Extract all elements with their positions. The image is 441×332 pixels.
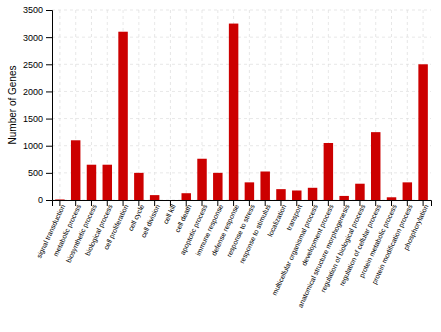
y-axis: 0 500 1000 1500 2000 2500 3000 3500 — [23, 5, 53, 205]
tick-mark — [46, 146, 52, 147]
bar — [213, 173, 222, 200]
tick-mark — [46, 64, 52, 65]
bar — [418, 64, 427, 200]
tick: apoptotic process — [179, 200, 210, 256]
tick: 3500 — [23, 5, 52, 15]
chart: 0 500 1000 1500 2000 2500 3000 3500 signal trans… — [0, 0, 441, 332]
tick-label: 3000 — [23, 33, 43, 43]
grid-line — [154, 10, 155, 200]
grid-line — [52, 91, 431, 92]
tick-label: 3500 — [23, 5, 43, 15]
grid-line — [52, 37, 431, 38]
bar — [118, 32, 127, 200]
tick: 1500 — [23, 114, 52, 124]
tick: 1000 — [23, 141, 52, 151]
bar — [245, 182, 254, 200]
grid-line — [170, 10, 171, 200]
tick-label: 500 — [28, 168, 43, 178]
grid-line — [186, 10, 187, 200]
tick-label: 2500 — [23, 60, 43, 70]
tick: defense response — [210, 200, 241, 257]
grid-line — [217, 10, 218, 200]
grid-line — [296, 10, 297, 200]
grid-line — [52, 10, 431, 11]
tick: 3000 — [23, 33, 52, 43]
grid-line — [59, 10, 60, 200]
grid-line — [407, 10, 408, 200]
tick-label: cell division — [140, 203, 162, 238]
grid-line — [312, 10, 313, 200]
tick-mark — [46, 119, 52, 120]
plot: 0 500 1000 1500 2000 2500 3000 3500 signal trans… — [23, 5, 432, 309]
grid-line — [280, 10, 281, 200]
bar — [166, 200, 175, 201]
grid — [52, 10, 431, 200]
bar — [324, 143, 333, 200]
bar — [403, 182, 412, 200]
tick: cell proliferation — [102, 200, 130, 251]
tick: 500 — [28, 168, 52, 178]
tick-label: cell kill — [162, 203, 177, 225]
bar — [260, 172, 269, 201]
tick: cell kill — [162, 200, 177, 225]
tick: 0 — [38, 195, 52, 205]
tick-label: cell proliferation — [102, 203, 130, 251]
bar — [181, 193, 190, 200]
tick-label: 1500 — [23, 114, 43, 124]
tick-mark — [46, 10, 52, 11]
tick-mark — [46, 200, 52, 201]
tick: biological process — [84, 200, 115, 257]
bar — [103, 165, 112, 200]
tick-mark — [46, 37, 52, 38]
bar — [276, 189, 285, 200]
bar — [355, 184, 364, 200]
grid-line — [391, 10, 392, 200]
grid-line — [249, 10, 250, 200]
bar — [134, 173, 143, 200]
bar — [292, 191, 301, 201]
tick-label: 0 — [38, 195, 43, 205]
bar — [197, 159, 206, 200]
tick-label: phosphorylation — [402, 203, 430, 251]
tick-label: 2000 — [23, 87, 43, 97]
grid-line — [344, 10, 345, 200]
bar — [150, 195, 159, 200]
bar — [229, 24, 238, 200]
grid-line — [52, 118, 431, 119]
bar — [387, 197, 396, 200]
tick-mark — [46, 91, 52, 92]
tick: cell division — [140, 200, 162, 239]
tick-label: localization — [266, 203, 287, 237]
grid-line — [359, 10, 360, 200]
tick-mark — [46, 173, 52, 174]
tick: immune response — [194, 200, 225, 257]
bar — [339, 196, 348, 200]
grid-line — [52, 64, 431, 65]
tick: 2500 — [23, 60, 52, 70]
bars — [55, 24, 428, 200]
bar — [371, 132, 380, 200]
bar — [87, 165, 96, 200]
bar — [55, 199, 64, 200]
y-axis-title: Number of Genes — [7, 66, 18, 145]
bar — [308, 188, 317, 200]
x-axis: signal transductionmetabolic processbios… — [35, 200, 431, 309]
tick: phosphorylation — [402, 200, 430, 252]
bar — [71, 140, 80, 200]
tick: 2000 — [23, 87, 52, 97]
axis-line — [46, 11, 53, 201]
tick-label: 1000 — [23, 141, 43, 151]
grid-line — [138, 10, 139, 200]
tick: localization — [266, 200, 287, 238]
